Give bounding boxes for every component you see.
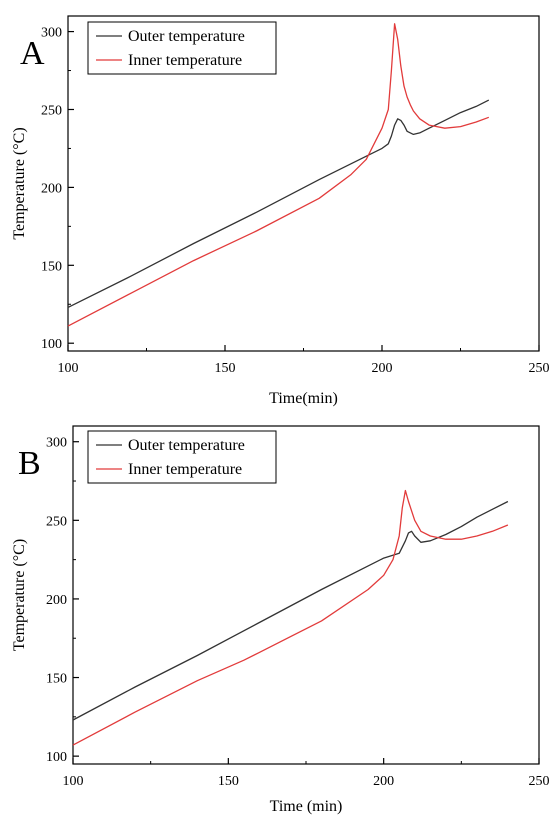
- series-line-inner: [72, 489, 509, 746]
- chart-panel-b: 100 150 200 250 100 150 200 250 300 Time (min) Tem…: [11, 425, 550, 815]
- series-line-outer: [67, 99, 490, 308]
- y-tick-label: 200: [46, 593, 67, 608]
- y-tick-label: 300: [46, 436, 67, 451]
- y-tick-label: 150: [46, 672, 67, 687]
- x-tick-label: 150: [218, 774, 239, 789]
- series-line-outer: [72, 500, 509, 721]
- legend-entry: Outer temperature: [128, 28, 245, 45]
- y-axis-label: Temperature (°C): [11, 127, 28, 239]
- legend: Outer temperature Inner temperature: [87, 430, 277, 484]
- y-tick-label: 250: [46, 514, 67, 529]
- legend-box: [87, 21, 277, 75]
- panel-letter: B: [18, 445, 41, 482]
- x-tick-label: 200: [372, 361, 393, 376]
- chart-panel-a: 100 150 200 250 100 150 200 250 300 Time(min) Temp…: [11, 15, 550, 407]
- legend-box: [87, 430, 277, 484]
- y-tick-label: 300: [41, 26, 62, 41]
- series-line-inner: [67, 23, 490, 327]
- y-tick-label: 100: [41, 337, 62, 352]
- legend-entry: Inner temperature: [128, 461, 242, 478]
- y-tick-label: 100: [46, 750, 67, 765]
- y-tick-label: 200: [41, 181, 62, 196]
- x-axis-label: Time (min): [270, 798, 343, 815]
- x-tick-label: 200: [373, 774, 394, 789]
- x-axis-label: Time(min): [269, 390, 338, 407]
- x-tick-label: 100: [58, 361, 79, 376]
- legend-entry: Outer temperature: [128, 437, 245, 454]
- x-tick-label: 150: [215, 361, 236, 376]
- panel-letter: A: [20, 35, 45, 72]
- legend: Outer temperature Inner temperature: [87, 21, 277, 75]
- x-tick-label: 250: [529, 361, 550, 376]
- y-tick-label: 250: [41, 103, 62, 118]
- x-tick-label: 250: [529, 774, 550, 789]
- x-tick-label: 100: [63, 774, 84, 789]
- y-tick-label: 150: [41, 259, 62, 274]
- y-axis-label: Temperature (°C): [11, 539, 28, 651]
- legend-entry: Inner temperature: [128, 52, 242, 69]
